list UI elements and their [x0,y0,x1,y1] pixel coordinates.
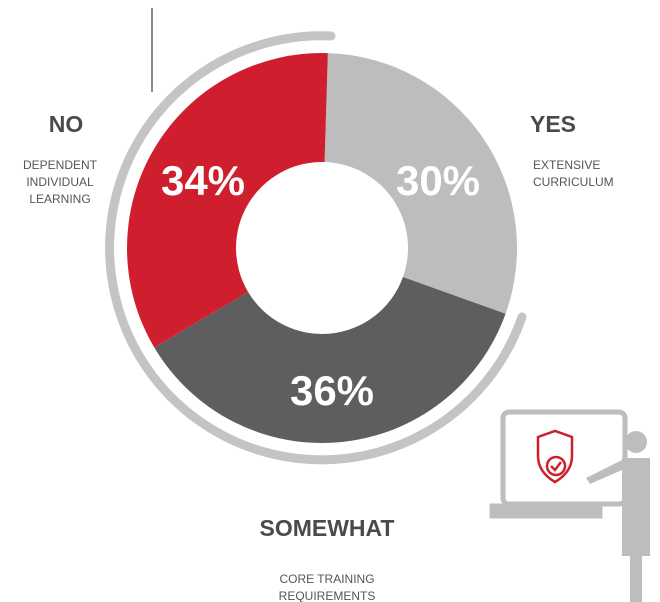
value-label: 36% [290,367,374,414]
trainer-icon [489,409,650,602]
category-description: CURRICULUM [533,175,614,189]
donut-slice [324,53,517,314]
category-label: YES [530,111,576,137]
outer-arc [105,31,527,465]
category-description: REQUIREMENTS [279,589,376,602]
value-label: 34% [161,157,245,204]
donut-slice [126,53,328,348]
category-description: LEARNING [29,192,90,206]
category-description: CORE TRAINING [279,572,374,586]
value-label: 30% [396,157,480,204]
donut-slice [154,277,506,444]
category-label: SOMEWHAT [259,515,394,541]
category-label: NO [49,111,84,137]
category-description: DEPENDENT [23,158,98,172]
category-description: EXTENSIVE [533,158,600,172]
category-description: INDIVIDUAL [26,175,94,189]
